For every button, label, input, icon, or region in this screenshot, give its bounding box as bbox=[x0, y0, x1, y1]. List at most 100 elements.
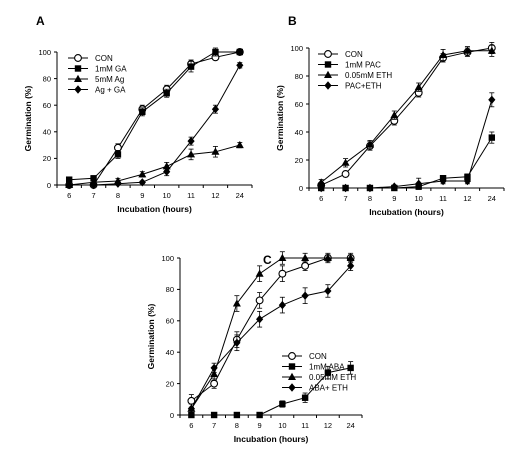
y-tick-label: 20 bbox=[295, 156, 303, 165]
data-point bbox=[390, 182, 398, 191]
panel-label: C bbox=[263, 253, 272, 267]
series-line bbox=[190, 265, 351, 409]
data-point bbox=[233, 338, 241, 347]
data-point bbox=[65, 180, 73, 190]
y-axis-title: Germination (%) bbox=[275, 85, 285, 151]
series-3 bbox=[317, 44, 496, 186]
series-3 bbox=[187, 251, 355, 414]
data-point bbox=[324, 286, 332, 296]
data-point bbox=[278, 253, 287, 261]
y-tick-label: 60 bbox=[166, 317, 174, 326]
panel-a: A 0 20 40 60 80 100 6 7 8 9 10 11 12 24 Incubation (hou… bbox=[23, 14, 253, 214]
data-point bbox=[188, 411, 195, 419]
x-tick-label: 24 bbox=[346, 421, 354, 430]
data-point bbox=[163, 167, 171, 176]
data-point bbox=[439, 50, 448, 58]
series-2 bbox=[188, 361, 354, 419]
x-tick-label: 12 bbox=[463, 194, 471, 203]
series-line bbox=[321, 99, 493, 189]
data-point bbox=[463, 176, 472, 186]
data-point bbox=[278, 269, 287, 278]
x-tick-label: 11 bbox=[439, 194, 447, 203]
x-tick-label: 8 bbox=[116, 191, 120, 200]
y-tick-label: 100 bbox=[38, 48, 51, 57]
data-point bbox=[439, 176, 447, 186]
data-point bbox=[211, 147, 220, 155]
legend-marker bbox=[288, 352, 296, 360]
data-point bbox=[390, 111, 399, 119]
x-tick-label: 10 bbox=[415, 194, 423, 203]
x-tick-label: 9 bbox=[392, 194, 396, 203]
legend-label: 1mM GA bbox=[95, 64, 127, 73]
data-point bbox=[463, 46, 472, 54]
series-line bbox=[190, 257, 351, 409]
data-point bbox=[187, 404, 195, 413]
y-tick-label: 60 bbox=[43, 101, 51, 110]
legend-marker bbox=[324, 61, 332, 68]
data-point bbox=[210, 363, 218, 373]
data-point bbox=[487, 46, 496, 54]
series-line bbox=[69, 51, 240, 186]
legend-label: 0.05mM ETH bbox=[345, 71, 392, 80]
legend-marker bbox=[74, 54, 82, 62]
data-point bbox=[211, 104, 220, 114]
x-tick-label: 9 bbox=[258, 421, 262, 430]
data-point bbox=[414, 83, 423, 91]
data-point bbox=[139, 108, 146, 116]
x-tick-label: 8 bbox=[235, 421, 239, 430]
data-point bbox=[236, 48, 244, 56]
x-tick-label: 12 bbox=[324, 421, 332, 430]
legend-marker bbox=[288, 383, 296, 392]
data-point bbox=[324, 369, 332, 376]
legend-label: ABA+ ETH bbox=[309, 383, 348, 392]
data-point bbox=[187, 63, 195, 70]
data-point bbox=[317, 178, 326, 186]
y-tick-label: 0 bbox=[299, 184, 303, 193]
series-line bbox=[191, 367, 351, 416]
legend-label: 0.05mM ETH bbox=[309, 373, 356, 382]
y-tick-label: 0 bbox=[47, 181, 51, 190]
x-tick-label: 12 bbox=[211, 191, 219, 200]
legend-marker bbox=[288, 363, 296, 370]
data-point bbox=[323, 253, 332, 261]
panel-label: A bbox=[36, 14, 45, 28]
y-tick-label: 100 bbox=[161, 254, 174, 263]
legend-marker bbox=[74, 74, 82, 82]
y-tick-label: 80 bbox=[166, 285, 174, 294]
series-2 bbox=[65, 47, 244, 183]
data-point bbox=[278, 300, 286, 310]
y-tick-label: 40 bbox=[43, 128, 51, 137]
series-line bbox=[69, 144, 240, 186]
data-point bbox=[347, 364, 354, 372]
series-3 bbox=[65, 140, 244, 188]
data-point bbox=[187, 396, 196, 405]
data-point bbox=[341, 183, 350, 193]
data-point bbox=[301, 261, 310, 270]
data-point bbox=[187, 150, 196, 158]
x-tick-label: 8 bbox=[368, 194, 372, 203]
x-tick-label: 6 bbox=[189, 421, 193, 430]
x-axis-title: Incubation (hours) bbox=[234, 434, 309, 444]
x-tick-label: 11 bbox=[187, 191, 195, 200]
data-point bbox=[366, 183, 374, 193]
data-point bbox=[235, 140, 244, 149]
x-tick-label: 10 bbox=[163, 191, 171, 200]
data-point bbox=[232, 299, 241, 307]
series-4 bbox=[317, 92, 496, 193]
x-tick-label: 24 bbox=[488, 194, 496, 203]
series-1 bbox=[65, 48, 244, 189]
panel-c: C 0 20 40 60 80 100 6 7 8 9 10 11 12 24 Incubation (hou… bbox=[146, 251, 363, 444]
y-tick-label: 40 bbox=[166, 348, 174, 357]
x-tick-label: 11 bbox=[301, 421, 309, 430]
data-point bbox=[114, 179, 122, 188]
legend-label: CON bbox=[345, 50, 363, 59]
data-point bbox=[341, 170, 350, 178]
data-point bbox=[187, 136, 195, 146]
series-4 bbox=[187, 260, 355, 414]
data-point bbox=[210, 369, 219, 378]
data-point bbox=[279, 400, 286, 408]
series-4 bbox=[65, 61, 244, 190]
legend-marker bbox=[324, 81, 332, 90]
